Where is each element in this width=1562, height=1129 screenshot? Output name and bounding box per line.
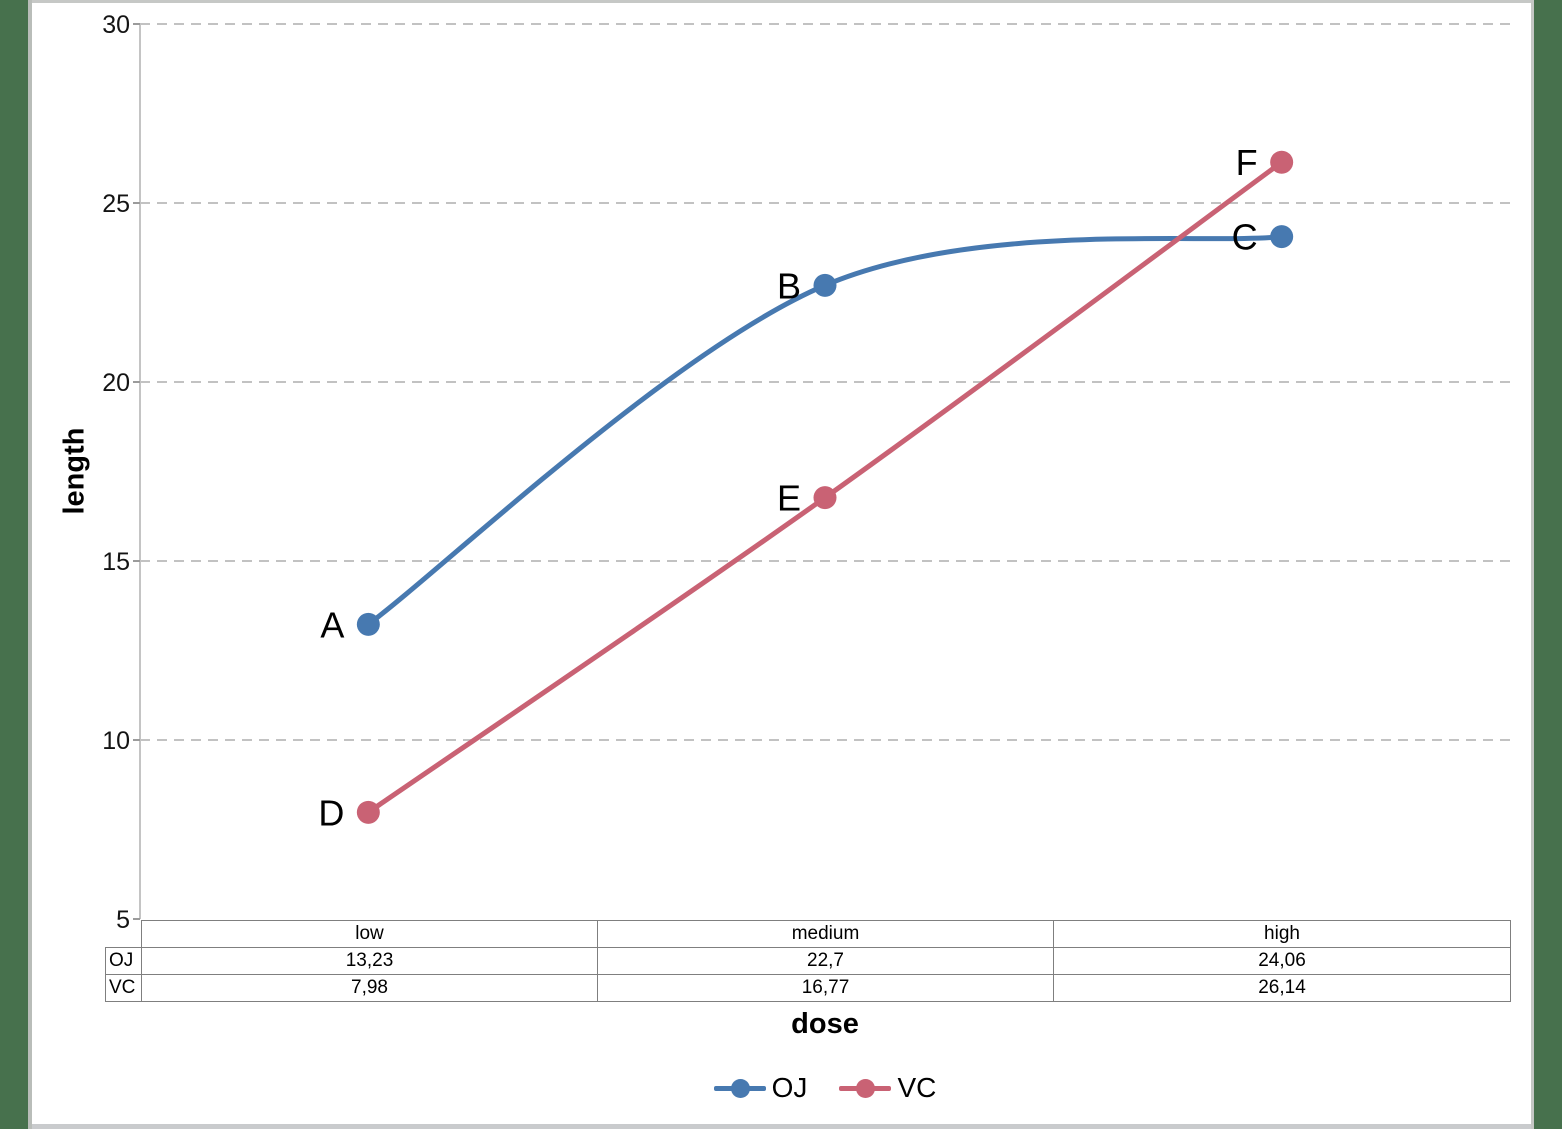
y-tick-label: 10 [102, 727, 130, 755]
y-axis-title: length [58, 427, 91, 515]
point-label: B [777, 265, 801, 306]
row-label-oj: OJ [105, 947, 142, 975]
cell-vc-medium: 16,77 [597, 974, 1054, 1002]
cell-vc-high: 26,14 [1053, 974, 1511, 1002]
y-tick-label: 30 [102, 11, 130, 39]
point-label: F [1236, 142, 1258, 183]
legend: OJ VC [140, 1072, 1510, 1104]
bottom-border-strip [32, 1124, 1531, 1129]
y-tick-label: 25 [102, 190, 130, 218]
data-point-oj-low[interactable] [356, 612, 380, 636]
data-point-oj-high[interactable] [1270, 225, 1294, 249]
data-point-oj-medium[interactable] [813, 273, 837, 297]
table-header-row: low medium high [106, 920, 1511, 948]
x-axis-title: dose [791, 1008, 859, 1040]
legend-label-oj: OJ [771, 1072, 808, 1103]
point-label: A [320, 604, 344, 645]
row-label-vc: VC [105, 974, 142, 1002]
table-row: VC 7,98 16,77 26,14 [105, 974, 1511, 1002]
cell-vc-low: 7,98 [141, 974, 598, 1002]
y-tick-label: 5 [116, 906, 130, 934]
cell-oj-high: 24,06 [1053, 947, 1511, 975]
vc-series-marker-icon [839, 1078, 892, 1098]
legend-item-oj[interactable]: OJ [713, 1072, 808, 1104]
y-tick-label: 20 [102, 369, 130, 397]
table-corner-cell [106, 921, 142, 948]
oj-series-marker-icon [713, 1078, 766, 1098]
legend-label-vc: VC [897, 1072, 937, 1103]
y-tick-label: 15 [102, 548, 130, 576]
cell-oj-low: 13,23 [141, 947, 598, 975]
data-point-vc-high[interactable] [1270, 150, 1294, 174]
right-border-band [1531, 0, 1562, 1129]
point-label: E [777, 478, 801, 519]
point-label: C [1232, 217, 1258, 258]
data-table: low medium high OJ 13,23 22,7 24,06 VC 7… [105, 920, 1511, 1002]
legend-item-vc[interactable]: VC [839, 1072, 936, 1104]
point-label: D [318, 792, 344, 833]
cell-oj-medium: 22,7 [597, 947, 1054, 975]
table-row: OJ 13,23 22,7 24,06 [105, 947, 1511, 975]
column-header-medium: medium [597, 920, 1054, 948]
left-border-band [0, 0, 32, 1129]
top-border-strip [32, 0, 1531, 3]
column-header-low: low [141, 920, 598, 948]
data-point-vc-medium[interactable] [813, 486, 837, 510]
data-point-vc-low[interactable] [356, 800, 380, 824]
column-header-high: high [1053, 920, 1511, 948]
